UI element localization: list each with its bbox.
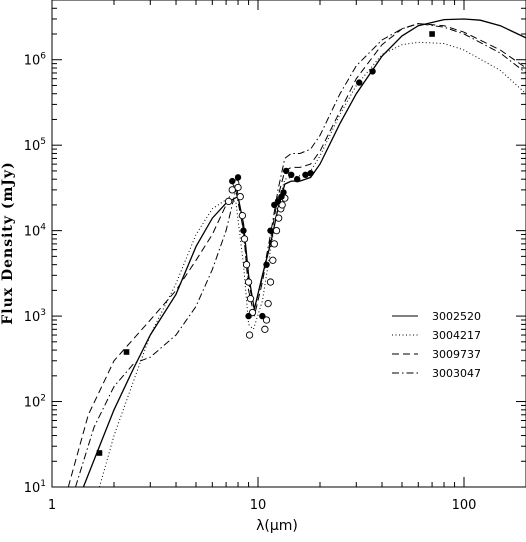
open-circle-point xyxy=(242,260,251,269)
open-circle-point xyxy=(236,192,244,201)
filled-circle-point xyxy=(282,167,290,175)
filled-circle-point xyxy=(280,189,287,196)
open-circle-point xyxy=(270,240,278,248)
y-tick-label: 102 xyxy=(24,394,46,411)
y-tick-label: 105 xyxy=(24,137,46,154)
filled-circle-point xyxy=(267,227,274,234)
filled-circle-point xyxy=(356,79,363,86)
x-tick-label: 10 xyxy=(250,498,267,513)
filled-circle-point xyxy=(245,312,252,320)
legend-label-4: 3003047 xyxy=(432,367,481,380)
x-tick-label: 1 xyxy=(48,498,56,513)
y-tick-label: 103 xyxy=(24,308,46,325)
open-circle-point xyxy=(269,256,277,264)
filled-circle-point xyxy=(240,227,247,234)
filled-circle-point xyxy=(234,174,242,181)
open-circle-point xyxy=(244,278,253,286)
open-circle-point xyxy=(262,316,271,324)
y-tick-label: 104 xyxy=(24,223,47,240)
observation-points xyxy=(96,31,435,456)
filled-circle-point xyxy=(263,261,270,268)
x-axis-label: λ(μm) xyxy=(256,518,298,534)
open-circle-point xyxy=(240,235,249,243)
open-circle-point xyxy=(246,294,255,303)
plot-frame xyxy=(51,0,526,488)
y-tick-label: 106 xyxy=(24,52,47,69)
model-curves xyxy=(67,18,526,487)
open-circle-point xyxy=(238,211,247,220)
filled-square-point xyxy=(123,349,130,355)
open-circle-point xyxy=(261,325,269,333)
open-circle-point xyxy=(278,201,286,209)
legend-label-3: 3009737 xyxy=(432,348,481,361)
y-axis-label: Flux Density (mJy) xyxy=(0,161,16,324)
y-tick-label: 101 xyxy=(24,479,46,496)
filled-square-point xyxy=(96,450,103,456)
filled-circle-point xyxy=(302,171,309,179)
filled-circle-point xyxy=(259,312,266,320)
filled-circle-point xyxy=(288,171,295,179)
filled-square-point xyxy=(429,31,435,37)
series-line-1 xyxy=(82,18,526,487)
series-line-3 xyxy=(67,23,526,487)
legend: 3002520 3004217 3009737 3003047 xyxy=(392,310,481,380)
filled-circle-point xyxy=(274,198,282,205)
legend-label-2: 3004217 xyxy=(432,329,481,342)
filled-circle-point xyxy=(307,170,314,177)
open-circle-point xyxy=(224,197,233,206)
filled-circle-point xyxy=(294,175,301,183)
filled-circle-point xyxy=(229,177,236,185)
legend-label-1: 3002520 xyxy=(432,310,481,323)
open-circle-point xyxy=(245,331,254,339)
open-circle-point xyxy=(266,278,275,286)
open-circle-point xyxy=(275,214,283,222)
open-circle-point xyxy=(234,183,242,192)
series-line-2 xyxy=(99,41,526,487)
x-axis-ticks: 1 10 100 xyxy=(48,0,526,513)
open-circle-point xyxy=(272,226,281,235)
series-line-4 xyxy=(75,23,526,487)
filled-circle-point xyxy=(369,68,376,75)
x-tick-label: 100 xyxy=(452,498,477,513)
y-axis-ticks: 101 102 103 104 105 106 xyxy=(24,0,526,496)
open-circle-point xyxy=(264,299,272,308)
